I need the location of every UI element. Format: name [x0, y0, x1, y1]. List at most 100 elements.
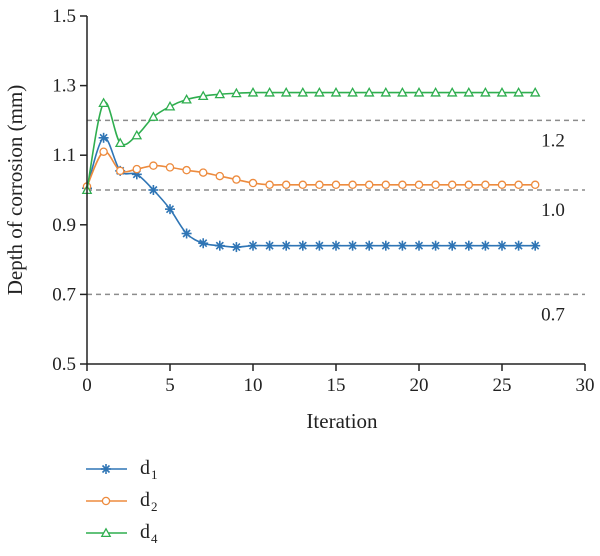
- data-point: [497, 180, 507, 190]
- data-point: [463, 240, 474, 251]
- legend-marker: [101, 464, 111, 474]
- data-point: [331, 240, 341, 251]
- series-layer: [81, 87, 541, 253]
- data-point: [149, 161, 158, 170]
- reference-line-label: 1.2: [541, 130, 565, 151]
- reference-line-label: 0.7: [541, 304, 565, 325]
- data-point: [463, 87, 475, 97]
- legend-label: d: [140, 521, 150, 543]
- data-point: [132, 164, 142, 174]
- data-point: [414, 180, 424, 190]
- data-point: [198, 168, 208, 177]
- data-point: [347, 87, 358, 97]
- x-tick-label: 15: [327, 375, 346, 396]
- data-point: [281, 180, 291, 190]
- data-point: [99, 147, 108, 156]
- data-point: [232, 175, 241, 184]
- y-axis-title: Depth of corrosion (mm): [3, 85, 27, 296]
- legend-label: d: [140, 457, 150, 479]
- data-point: [447, 240, 458, 251]
- x-tick-label: 5: [165, 375, 175, 396]
- data-point: [164, 100, 176, 111]
- data-point: [181, 228, 192, 239]
- data-point: [297, 87, 309, 97]
- series-d4: [81, 87, 541, 195]
- data-point: [231, 87, 242, 98]
- data-point: [315, 180, 324, 190]
- data-point: [264, 87, 275, 97]
- data-point: [280, 87, 292, 97]
- data-point: [348, 180, 357, 190]
- data-point: [330, 87, 342, 97]
- x-tick-label: 10: [244, 375, 263, 396]
- data-point: [114, 137, 126, 148]
- data-point: [347, 240, 358, 251]
- legend-marker: [100, 527, 112, 538]
- data-point: [481, 180, 490, 190]
- data-point: [363, 87, 375, 97]
- y-tick-label: 0.7: [52, 284, 76, 305]
- data-point: [430, 240, 441, 251]
- data-point: [131, 129, 143, 140]
- data-point: [314, 87, 325, 97]
- data-point: [297, 240, 308, 251]
- series-line: [86, 91, 536, 191]
- series-d1: [82, 132, 541, 253]
- reference-lines: 1.2 1.0 0.7: [87, 119, 585, 325]
- reference-line-label: 1.0: [541, 200, 565, 221]
- data-point: [231, 242, 242, 253]
- data-point: [98, 97, 109, 108]
- data-point: [98, 132, 109, 143]
- data-point: [165, 204, 175, 215]
- data-point: [364, 240, 375, 251]
- data-point: [314, 240, 325, 251]
- data-point: [214, 88, 226, 99]
- data-point: [182, 165, 191, 175]
- data-point: [248, 178, 258, 188]
- data-point: [148, 185, 159, 195]
- data-point: [198, 238, 209, 249]
- data-point: [447, 180, 457, 190]
- legend: d 1d 2d 4: [86, 457, 158, 546]
- data-point: [381, 180, 391, 190]
- data-point: [247, 87, 259, 97]
- data-point: [248, 240, 258, 251]
- y-tick-label: 1.1: [52, 145, 76, 166]
- data-point: [165, 163, 175, 172]
- data-point: [197, 90, 209, 101]
- y-tick-label: 0.5: [52, 354, 76, 375]
- data-point: [265, 180, 274, 190]
- x-tick-label: 20: [410, 375, 429, 396]
- x-axis-title: Iteration: [306, 409, 378, 433]
- data-point: [514, 180, 523, 190]
- series-line: [86, 136, 536, 248]
- data-point: [364, 180, 374, 190]
- data-point: [115, 166, 125, 176]
- data-point: [513, 87, 524, 97]
- x-tick-label: 30: [576, 375, 595, 396]
- data-point: [480, 240, 491, 251]
- data-point: [497, 240, 507, 251]
- data-point: [480, 87, 491, 97]
- data-point: [181, 93, 192, 104]
- data-point: [264, 240, 275, 251]
- data-point: [446, 87, 458, 97]
- data-point: [398, 180, 407, 190]
- data-point: [529, 87, 541, 97]
- data-point: [148, 111, 159, 121]
- data-point: [397, 87, 408, 97]
- data-point: [215, 171, 225, 181]
- legend-label-subscript: 1: [151, 467, 158, 482]
- legend-label-subscript: 4: [151, 531, 158, 546]
- series-line: [86, 150, 536, 187]
- y-tick-label: 0.9: [52, 215, 76, 236]
- data-point: [464, 180, 474, 190]
- data-point: [431, 180, 440, 190]
- data-point: [496, 87, 508, 97]
- data-point: [281, 240, 292, 251]
- y-tick-label: 1.3: [52, 76, 76, 97]
- data-point: [397, 240, 408, 251]
